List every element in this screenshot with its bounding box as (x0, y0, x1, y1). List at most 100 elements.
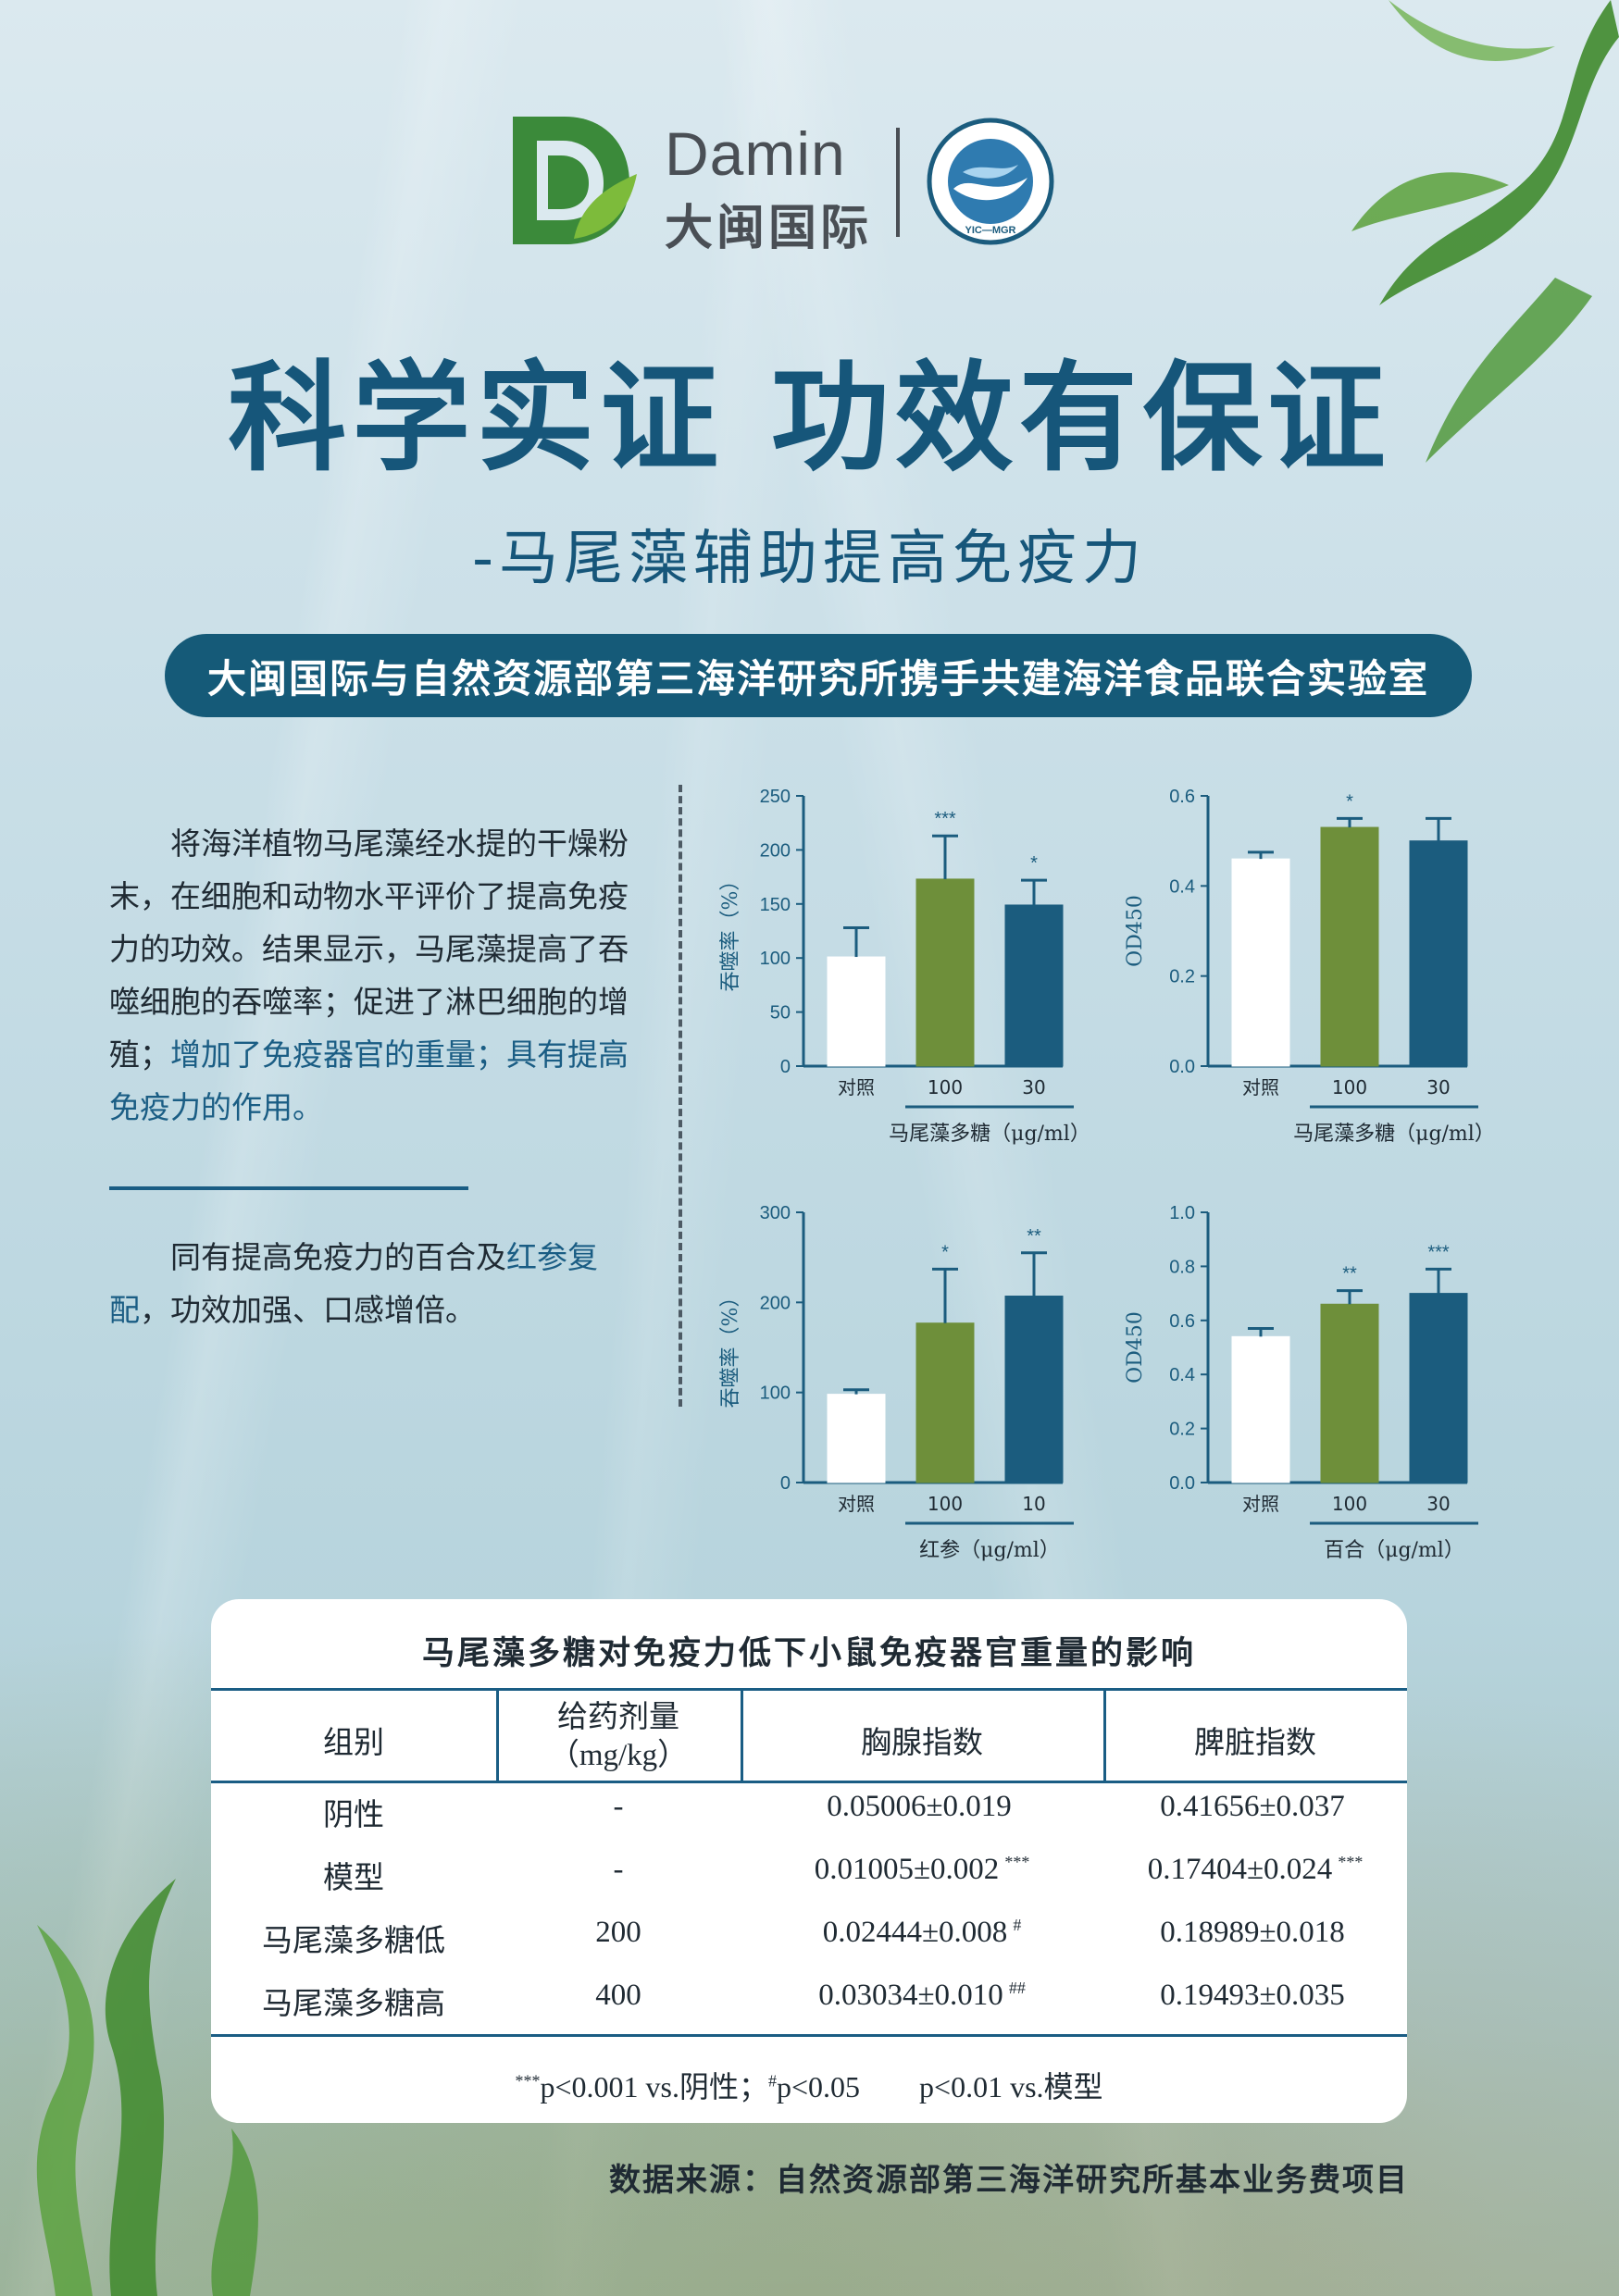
intro-paragraph: 将海洋植物马尾藻经水提的干燥粉末，在细胞和动物水平评价了提高免疫力的功效。结果显… (109, 817, 646, 1134)
left-divider (109, 1186, 468, 1190)
table-vline (741, 1688, 743, 1781)
table-cell-spleen-value: 0.41656±0.037 (1160, 1790, 1345, 1823)
table-cell-thymus: 0.05006±0.019 (741, 1790, 1103, 1824)
table-cell-thymus: 0.01005±0.002 *** (741, 1853, 1103, 1887)
header-spleen: 脾脏指数 (1194, 1724, 1316, 1760)
table-cell-dose-value: - (613, 1853, 624, 1886)
chart-phagocytosis-red-ginseng: 0 100 200 300 吞噬率（%） 对照 * 100 ** 10 红参（μg/ml） (711, 1194, 1192, 1582)
main-title: 科学实证 功效有保证 (228, 350, 1391, 488)
table-cell-group: 模型 (211, 1853, 496, 1897)
table-cell-spleen-significance: *** (1338, 1853, 1364, 1871)
header-dose: 给药剂量 （mg/kg） (496, 1697, 741, 1775)
brand-name-en: Damin (665, 119, 846, 188)
table-cell-thymus: 0.03034±0.010 ## (741, 1979, 1103, 2013)
y-tick-label: 250 (760, 787, 791, 807)
table-cell-spleen-value: 0.19493±0.035 (1160, 1979, 1345, 2012)
category-label: 100 (928, 1076, 963, 1098)
intro-text: 将海洋植物马尾藻经水提的干燥粉末，在细胞和动物水平评价了提高免疫力的功效。结果显… (109, 825, 629, 1073)
bar-1 (1320, 1303, 1379, 1483)
table-cell-dose-value: - (613, 1790, 624, 1823)
y-tick-label: 0 (780, 1473, 791, 1494)
brand-name-zh: 大闽国际 (665, 201, 873, 256)
chart-svg: 0 100 200 300 吞噬率（%） 对照 * 100 ** 10 红参（μg/ml） (719, 1203, 1074, 1562)
x-axis-label: 马尾藻多糖（μg/ml） (1293, 1123, 1495, 1146)
y-tick-label: 0.2 (1169, 967, 1195, 987)
table-cell-thymus-value: 0.01005±0.002 (814, 1853, 1000, 1886)
category-label: 100 (928, 1493, 963, 1515)
footnote-b: p<0.05 (776, 2070, 861, 2104)
table-bottom-rule (211, 2034, 1407, 2037)
category-label: 对照 (1242, 1493, 1279, 1515)
table-cell-dose: - (496, 1853, 741, 1887)
combo-text-1: 同有提高免疫力的百合及 (170, 1239, 506, 1275)
y-tick-label: 150 (760, 895, 791, 915)
table-cell-group-value: 马尾藻多糖低 (262, 1922, 445, 1958)
header-logos: Damin 大闽国际 YIC—MGR (509, 109, 1083, 256)
chart-svg: 0.0 0.2 0.4 0.6 OD450 对照 * 100 30 马尾藻多糖（μg/ml） (1124, 787, 1495, 1146)
bar-1 (1320, 826, 1379, 1067)
significance-label: * (1030, 853, 1038, 874)
table-cell-dose: 200 (496, 1916, 741, 1950)
combo-paragraph: 同有提高免疫力的百合及红参复配，功效加强、口感增倍。 (109, 1231, 646, 1336)
y-tick-label: 0.4 (1169, 1365, 1195, 1385)
table-cell-spleen-value: 0.17404±0.024 (1147, 1853, 1333, 1886)
significance-label: * (1346, 791, 1353, 812)
table-cell-spleen: 0.41656±0.037 (1103, 1790, 1407, 1824)
bar-1 (915, 1322, 975, 1483)
chart-phagocytosis-sargassum: 0 50 100 150 200 250 吞噬率（%） 对照 *** 100 * 30 马尾藻多糖（μg… (711, 777, 1192, 1166)
y-tick-label: 50 (770, 1003, 791, 1024)
chart-proliferation-sargassum: 0.0 0.2 0.4 0.6 OD450 对照 * 100 30 马尾藻多糖（μg/ml） (1115, 777, 1597, 1166)
institute-seal-icon: YIC—MGR (927, 118, 1054, 245)
table-cell-group: 马尾藻多糖高 (211, 1979, 496, 2023)
y-axis-label: 吞噬率（%） (719, 871, 742, 992)
bar-0 (827, 956, 886, 1067)
bar-1 (915, 878, 975, 1067)
intro-highlight: 增加了免疫器官的重量；具有提高免疫力的作用。 (109, 1036, 629, 1125)
y-tick-label: 200 (760, 840, 791, 861)
bar-2 (1409, 1293, 1468, 1483)
table-cell-thymus-significance: # (1013, 1916, 1022, 1934)
table-cell-dose-value: 200 (595, 1916, 641, 1949)
category-label: 30 (1426, 1076, 1450, 1098)
table-cell-thymus-significance: *** (1004, 1853, 1030, 1871)
y-tick-label: 0.0 (1169, 1057, 1195, 1077)
category-label: 对照 (838, 1493, 875, 1515)
table-cell-spleen-value: 0.18989±0.018 (1160, 1916, 1345, 1949)
y-tick-label: 200 (760, 1293, 791, 1313)
header-dose-unit: （mg/kg） (548, 1739, 689, 1772)
table-cell-group: 阴性 (211, 1790, 496, 1834)
table-title: 马尾藻多糖对免疫力低下小鼠免疫器官重量的影响 (421, 1634, 1196, 1672)
combo-highlight: 红参复配 (109, 1239, 598, 1328)
vertical-dashed-divider (679, 785, 682, 1407)
y-tick-label: 0.2 (1169, 1420, 1195, 1440)
combo-text-2: ，功效加强、口感增倍。 (140, 1292, 476, 1328)
x-axis-label: 马尾藻多糖（μg/ml） (889, 1123, 1090, 1146)
table-cell-thymus-value: 0.03034±0.010 (818, 1979, 1003, 2012)
significance-label: *** (1427, 1242, 1450, 1262)
sub-title: -马尾藻辅助提高免疫力 (471, 525, 1148, 593)
y-tick-label: 100 (760, 949, 791, 969)
footnote-sup-1: *** (515, 2071, 541, 2091)
header-group: 组别 (323, 1724, 384, 1760)
y-tick-label: 0.4 (1169, 876, 1195, 897)
bar-2 (1409, 840, 1468, 1067)
y-axis-label: OD450 (1124, 1311, 1147, 1384)
seal-text: YIC—MGR (965, 225, 1016, 236)
y-tick-label: 100 (760, 1384, 791, 1404)
significance-label: * (941, 1242, 949, 1262)
bar-0 (1231, 1335, 1290, 1483)
table-cell-dose: - (496, 1790, 741, 1824)
significance-label: ** (1342, 1264, 1357, 1285)
table-cell-group: 马尾藻多糖低 (211, 1916, 496, 1960)
table-cell-spleen: 0.18989±0.018 (1103, 1916, 1407, 1950)
x-axis-label: 百合（μg/ml） (1324, 1539, 1464, 1562)
footnote-sup-2: # (767, 2071, 777, 2091)
chart-svg: 0 50 100 150 200 250 吞噬率（%） 对照 *** 100 * 30 马尾藻多糖（μg… (719, 787, 1090, 1146)
logo-divider (896, 128, 900, 237)
category-label: 10 (1022, 1493, 1045, 1515)
table-cell-thymus: 0.02444±0.008 # (741, 1916, 1103, 1950)
y-tick-label: 300 (760, 1203, 791, 1223)
bar-2 (1004, 1296, 1064, 1483)
y-tick-label: 1.0 (1169, 1203, 1195, 1223)
x-axis-label: 红参（μg/ml） (919, 1539, 1060, 1562)
